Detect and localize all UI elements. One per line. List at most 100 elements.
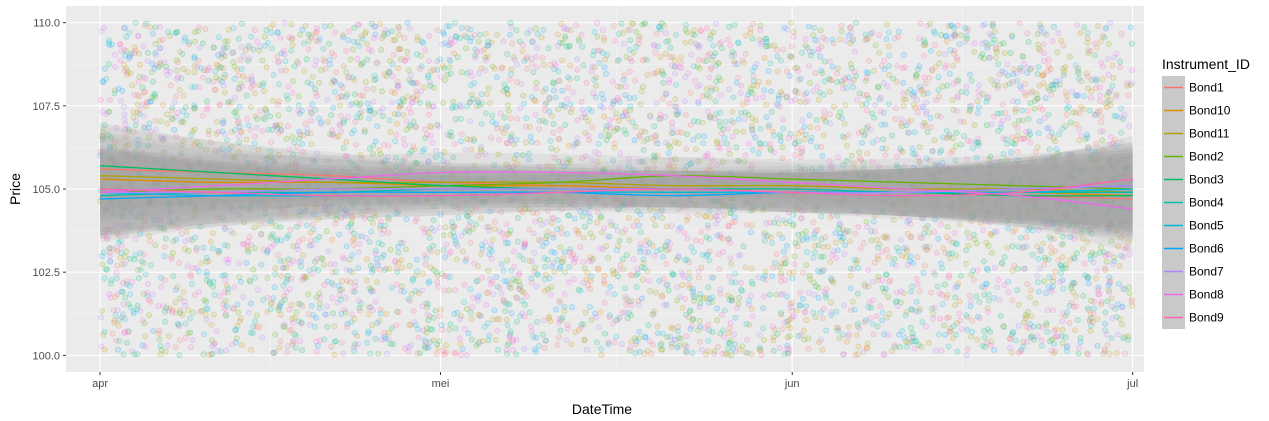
data-point: [651, 42, 658, 49]
data-point: [659, 292, 666, 299]
data-point: [855, 343, 862, 350]
data-point: [954, 57, 961, 64]
data-point: [1010, 66, 1017, 73]
data-point: [1004, 61, 1011, 68]
data-point: [207, 139, 214, 146]
data-point: [403, 126, 410, 133]
data-point: [909, 334, 916, 341]
data-point: [536, 117, 543, 124]
data-point: [482, 57, 489, 64]
data-point: [196, 44, 203, 51]
data-point: [820, 315, 827, 322]
data-point: [554, 341, 561, 348]
data-point: [1087, 48, 1094, 55]
data-point: [820, 243, 827, 250]
data-point: [1009, 242, 1016, 249]
data-point: [730, 94, 737, 101]
data-point: [718, 311, 725, 318]
data-point: [161, 243, 168, 250]
data-point: [150, 327, 157, 334]
data-point: [177, 307, 184, 314]
data-point: [246, 44, 253, 51]
data-point: [209, 244, 216, 251]
data-point: [566, 43, 573, 50]
data-point: [1078, 78, 1085, 85]
data-point: [683, 217, 690, 224]
data-point: [514, 214, 521, 221]
data-point: [934, 283, 941, 290]
data-point: [270, 21, 277, 28]
data-point: [323, 228, 330, 235]
data-point: [1041, 115, 1048, 122]
data-point: [585, 132, 592, 139]
data-point: [238, 44, 245, 51]
data-point: [907, 253, 914, 260]
data-point: [939, 265, 946, 272]
data-point: [581, 336, 588, 343]
data-point: [288, 36, 295, 43]
data-point: [798, 150, 805, 157]
data-point: [118, 148, 125, 155]
data-point: [124, 141, 131, 148]
data-point: [737, 90, 744, 97]
data-point: [1057, 262, 1064, 269]
data-point: [865, 304, 872, 311]
data-point: [310, 226, 317, 233]
data-point: [554, 226, 561, 233]
data-point: [1113, 91, 1120, 98]
data-point: [575, 230, 582, 237]
data-point: [1045, 62, 1052, 69]
data-point: [650, 215, 657, 222]
data-point: [1034, 95, 1041, 102]
data-point: [993, 78, 1000, 85]
data-point: [122, 143, 129, 150]
data-point: [874, 136, 881, 143]
data-point: [521, 239, 528, 246]
data-point: [542, 337, 549, 344]
data-point: [1081, 93, 1088, 100]
data-point: [484, 320, 491, 327]
data-point: [597, 214, 604, 221]
data-point: [792, 240, 799, 247]
data-point: [434, 27, 441, 34]
data-point: [430, 314, 437, 321]
data-point: [329, 295, 336, 302]
data-point: [316, 290, 323, 297]
data-point: [1087, 226, 1094, 233]
data-point: [315, 216, 322, 223]
data-point: [217, 101, 224, 108]
data-point: [464, 25, 471, 32]
data-point: [219, 50, 226, 57]
data-point: [695, 133, 702, 140]
data-point: [447, 321, 454, 328]
data-point: [421, 84, 428, 91]
data-point: [922, 225, 929, 232]
data-point: [721, 333, 728, 340]
data-point: [352, 141, 359, 148]
data-point: [795, 205, 802, 212]
data-point: [267, 24, 274, 31]
data-point: [572, 329, 579, 336]
data-point: [785, 135, 792, 142]
data-point: [443, 241, 450, 248]
data-point: [289, 341, 296, 348]
data-point: [278, 127, 285, 134]
data-point: [643, 242, 650, 249]
data-point: [951, 50, 958, 57]
data-point: [1109, 82, 1116, 89]
data-point: [601, 280, 608, 287]
data-point: [106, 96, 113, 103]
data-point: [528, 38, 535, 45]
data-point: [370, 35, 377, 42]
data-point: [724, 351, 731, 358]
data-point: [600, 96, 607, 103]
data-point: [879, 317, 886, 324]
data-point: [841, 251, 848, 258]
data-point: [1102, 100, 1109, 107]
data-point: [626, 95, 633, 102]
data-point: [1052, 138, 1059, 145]
data-point: [271, 123, 278, 130]
data-point: [453, 349, 460, 356]
data-point: [970, 276, 977, 283]
data-point: [555, 68, 562, 75]
